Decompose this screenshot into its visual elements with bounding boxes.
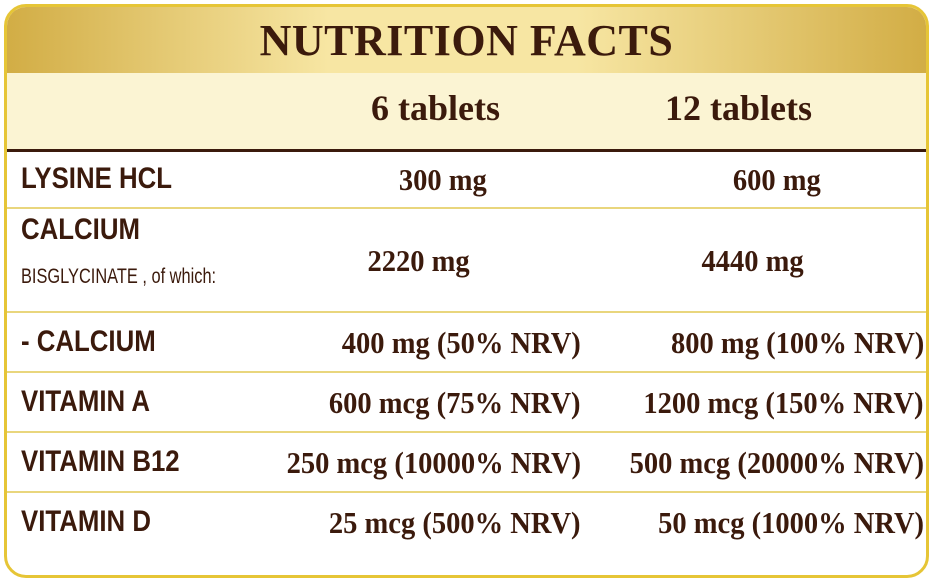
row-value-12-tablets: 800 mg (100% NRV)	[670, 325, 924, 360]
row-label: CALCIUM	[21, 213, 140, 246]
row-value-6-tablets: 25 mcg (500% NRV)	[329, 505, 581, 540]
row-value-12-tablets: 50 mcg (1000% NRV)	[658, 505, 924, 540]
row-sublabel: BISGLYCINATE , of which:	[21, 265, 217, 288]
panel-title: NUTRITION FACTS	[259, 15, 674, 65]
row-value-6-tablets: 250 mcg (10000% NRV)	[286, 445, 581, 480]
row-value-6-tablets: 300 mg	[398, 162, 487, 197]
row-value-12-tablets: 500 mcg (20000% NRV)	[629, 445, 924, 480]
table-row: - CALCIUM 400 mg (50% NRV) 800 mg (100% …	[7, 313, 926, 373]
row-value-6-tablets: 400 mg (50% NRV)	[341, 325, 581, 360]
nutrition-facts-panel: NUTRITION FACTS 6 tablets 12 tablets LYS…	[4, 4, 929, 578]
table-row: CALCIUM BISGLYCINATE , of which: 2220 mg…	[7, 209, 926, 313]
row-label: - CALCIUM	[21, 325, 156, 358]
column-header-6-tablets: 6 tablets	[371, 88, 500, 128]
table-row: VITAMIN D 25 mcg (500% NRV) 50 mcg (1000…	[7, 493, 926, 553]
row-label: VITAMIN D	[21, 505, 151, 538]
title-bar: NUTRITION FACTS	[7, 7, 926, 73]
column-header-12-tablets: 12 tablets	[665, 88, 812, 128]
row-value-6-tablets: 600 mcg (75% NRV)	[329, 385, 581, 420]
row-label: VITAMIN A	[21, 385, 150, 418]
table-row: VITAMIN B12 250 mcg (10000% NRV) 500 mcg…	[7, 433, 926, 493]
row-value-12-tablets: 600 mg	[732, 162, 821, 197]
row-value-6-tablets: 2220 mg	[367, 243, 470, 278]
row-label: VITAMIN B12	[21, 445, 180, 478]
column-header-row: 6 tablets 12 tablets	[7, 73, 926, 152]
row-label: LYSINE HCL	[21, 162, 173, 195]
row-value-12-tablets: 1200 mcg (150% NRV)	[643, 385, 924, 420]
table-row: VITAMIN A 600 mcg (75% NRV) 1200 mcg (15…	[7, 373, 926, 433]
table-row: LYSINE HCL 300 mg 600 mg	[7, 152, 926, 209]
row-value-12-tablets: 4440 mg	[701, 243, 804, 278]
